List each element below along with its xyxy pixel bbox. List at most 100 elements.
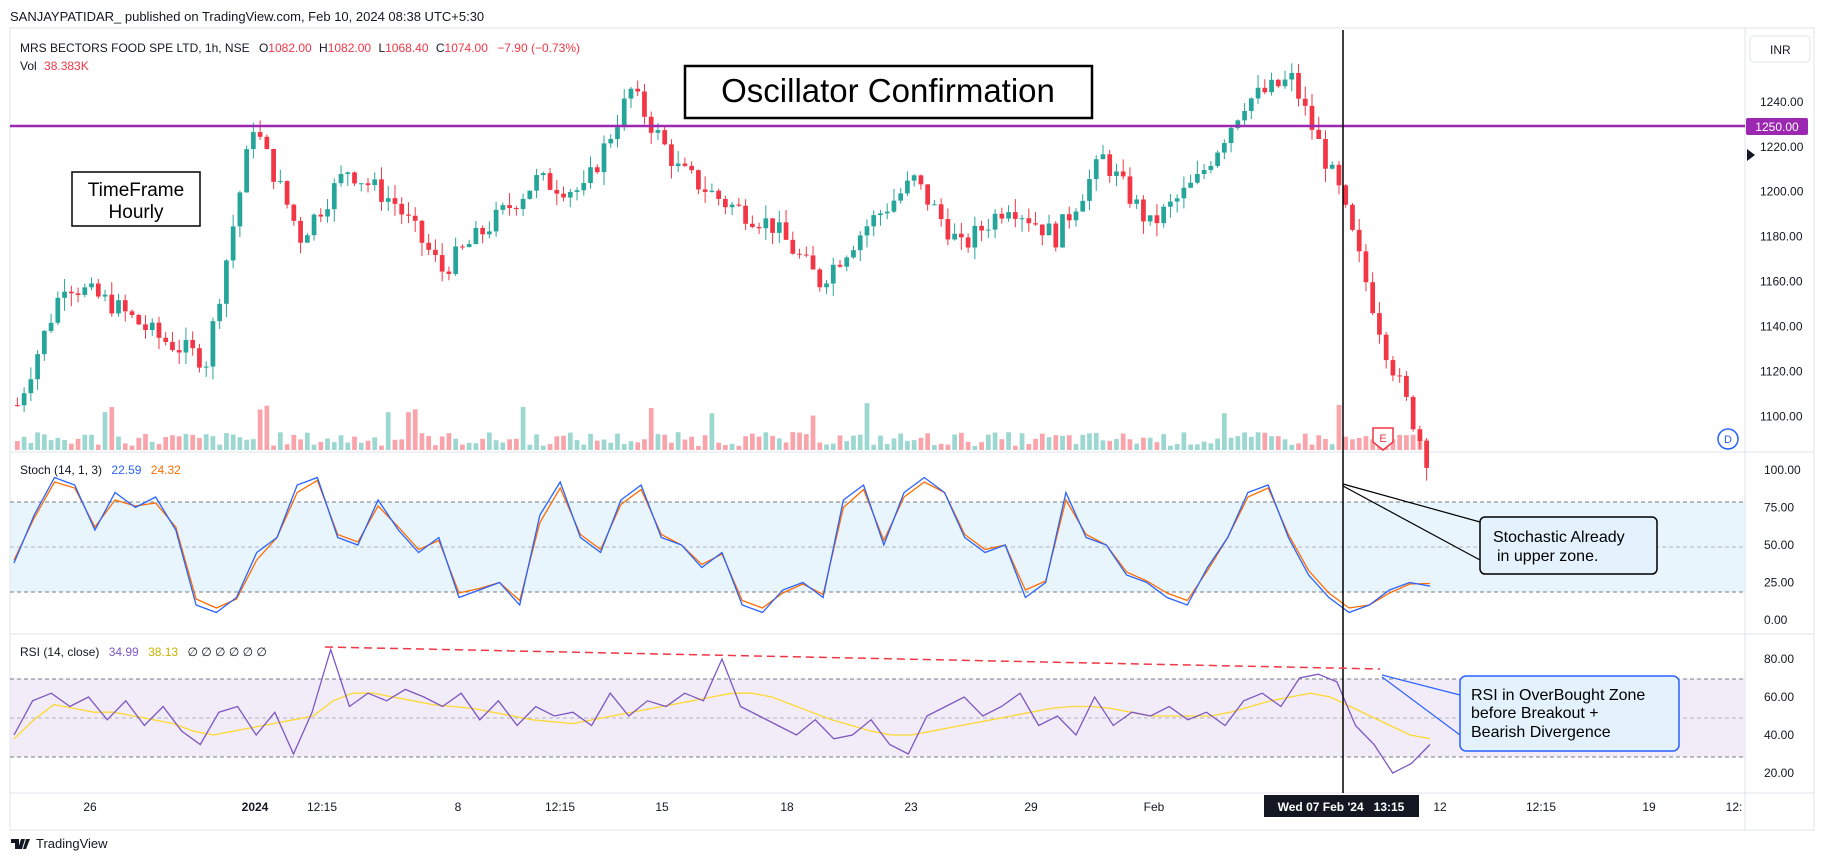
candle-body — [770, 218, 775, 233]
candle-body — [1275, 79, 1281, 87]
candle-body — [1363, 251, 1369, 283]
candle-body — [1141, 199, 1146, 222]
volume-bar — [385, 412, 391, 450]
volume-bar — [756, 436, 762, 450]
candle-body — [534, 175, 539, 191]
volume-bar — [797, 432, 802, 450]
volume-legend[interactable]: Vol 38.383K — [20, 59, 89, 73]
candle-body — [810, 255, 816, 270]
volume-bar — [985, 434, 991, 450]
stoch-legend[interactable]: Stoch (14, 1, 3) 22.59 24.32 — [20, 463, 181, 477]
rsi-callout-line3: Bearish Divergence — [1471, 724, 1611, 741]
earnings-marker[interactable] — [1372, 427, 1394, 451]
volume-bar — [75, 438, 81, 450]
candle-body — [959, 233, 964, 238]
volume-bar — [507, 439, 512, 450]
volume-bar — [392, 439, 398, 450]
candle-body — [925, 184, 931, 205]
volume-bar — [325, 438, 330, 450]
candle-body — [352, 172, 357, 184]
volume-bar — [224, 433, 229, 450]
candle-body — [136, 315, 142, 325]
volume-bar — [271, 445, 276, 450]
candle-body — [547, 173, 553, 190]
volume-bar — [95, 444, 101, 450]
volume-bar — [277, 432, 283, 450]
candle-body — [965, 237, 971, 248]
candle-body — [911, 175, 917, 181]
volume-bar — [352, 436, 357, 450]
volume-bar — [21, 436, 27, 450]
volume-bar — [102, 412, 108, 450]
volume-bar — [480, 438, 485, 450]
candle-body — [574, 190, 580, 192]
dividend-marker[interactable] — [1717, 428, 1739, 450]
candle-body — [1262, 87, 1268, 93]
volume-bar — [790, 432, 796, 450]
volume-bar — [581, 444, 587, 450]
volume-bar — [702, 435, 708, 450]
volume-bar — [345, 442, 351, 450]
candle-body — [985, 229, 991, 231]
volume-bar — [837, 435, 843, 450]
volume-bar — [109, 407, 115, 450]
volume-bar — [830, 443, 836, 450]
currency-button[interactable] — [1749, 35, 1811, 63]
time-tick-1: 2024 — [242, 800, 269, 814]
stoch-tick-2: 50.00 — [1764, 538, 1794, 552]
candle-body — [1147, 215, 1153, 222]
price-tick-8: 1100.00 — [1760, 409, 1803, 423]
candle-body — [561, 193, 566, 198]
scroll-right-arrow-icon[interactable] — [1747, 149, 1755, 161]
stoch-axis: 100.00 75.00 50.00 25.00 0.00 — [1764, 463, 1801, 627]
instrument-legend[interactable]: MRS BECTORS FOOD SPE LTD, 1h, NSE O1082.… — [20, 41, 580, 55]
candle-body — [594, 167, 600, 173]
rsi-callout-pointer — [1381, 674, 1461, 736]
candle-body — [284, 181, 290, 205]
candle-body — [446, 271, 452, 274]
candle-body — [21, 393, 27, 406]
candle-body — [635, 88, 641, 92]
volume-bar — [493, 440, 499, 450]
price-tick-5: 1160.00 — [1760, 275, 1803, 289]
crosshair-time-label: Wed 07 Feb '24 13:15 — [1278, 800, 1405, 814]
volume-bar — [1019, 433, 1025, 450]
low-value: 1068.40 — [385, 41, 429, 55]
timeframe-line1: TimeFrame — [88, 180, 184, 201]
volume-bar — [183, 434, 189, 450]
candle-body — [830, 264, 836, 284]
volume-bar — [1114, 438, 1119, 450]
volume-bar — [304, 432, 310, 450]
volume-bar — [412, 409, 418, 450]
volume-bar — [675, 432, 681, 450]
rsi-legend[interactable]: RSI (14, close) 34.99 38.13 ∅ ∅ ∅ ∅ ∅ ∅ — [20, 645, 267, 659]
volume-bar — [1181, 432, 1187, 450]
candle-body — [439, 255, 445, 272]
volume-bar — [156, 444, 162, 450]
volume-bar — [176, 436, 182, 450]
candle-body — [35, 354, 40, 380]
volume-bar — [251, 439, 256, 450]
title-box — [683, 64, 1094, 120]
candle-body — [480, 227, 485, 235]
volume-bar — [844, 441, 850, 450]
volume-bar — [1282, 439, 1288, 450]
candle-body — [1215, 152, 1220, 166]
candle-body — [709, 190, 715, 192]
candle-body — [55, 297, 61, 323]
candle-body — [102, 294, 108, 297]
candle-body — [871, 215, 877, 227]
candle-body — [1100, 154, 1106, 160]
volume-bar — [520, 406, 526, 450]
candle-body — [62, 291, 67, 298]
candle-body — [1323, 138, 1328, 169]
volume-bar — [433, 445, 438, 450]
candle-body — [237, 192, 243, 227]
candle-body — [28, 379, 34, 394]
stoch-d-value: 24.32 — [151, 463, 181, 477]
candle-body — [122, 300, 128, 312]
volume-bar — [372, 437, 378, 450]
volume-bar — [358, 442, 364, 450]
volume-bar — [979, 442, 984, 450]
stoch-callout-line2: in upper zone. — [1497, 548, 1598, 565]
